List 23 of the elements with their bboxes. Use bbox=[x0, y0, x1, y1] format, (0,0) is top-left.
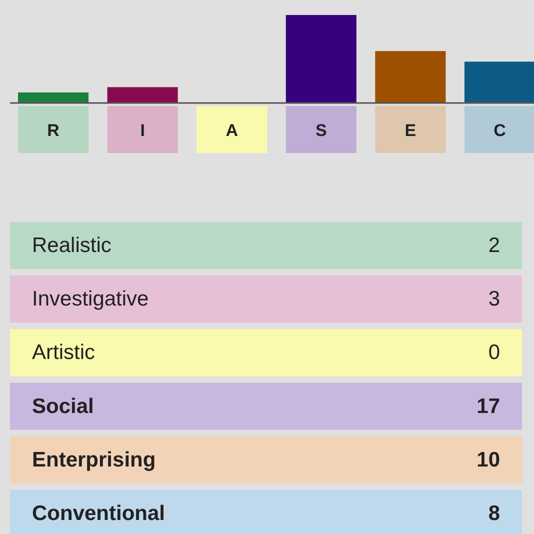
category-label: Enterprising bbox=[32, 448, 156, 472]
data-label: 17 bbox=[476, 394, 500, 418]
bar bbox=[286, 15, 356, 103]
data-label: 8 bbox=[488, 502, 500, 525]
data-label: 10 bbox=[476, 448, 500, 472]
x-tick-label: E bbox=[404, 121, 416, 140]
x-tick-label: I bbox=[140, 121, 145, 140]
data-label: 2 bbox=[488, 234, 500, 257]
x-tick-label: C bbox=[494, 121, 506, 140]
data-label: 3 bbox=[488, 288, 500, 311]
x-tick-label: S bbox=[315, 121, 327, 140]
bar bbox=[107, 87, 178, 103]
category-label: Investigative bbox=[32, 288, 149, 311]
bar bbox=[18, 92, 89, 103]
data-label: 0 bbox=[488, 341, 500, 364]
bar bbox=[375, 51, 446, 103]
x-tick-label: R bbox=[47, 121, 60, 140]
category-label: Conventional bbox=[32, 502, 166, 525]
category-label: Artistic bbox=[32, 341, 95, 364]
category-label: Social bbox=[32, 394, 94, 418]
bar bbox=[464, 62, 534, 103]
category-label: Realistic bbox=[32, 234, 112, 257]
x-tick-label: A bbox=[226, 121, 238, 140]
